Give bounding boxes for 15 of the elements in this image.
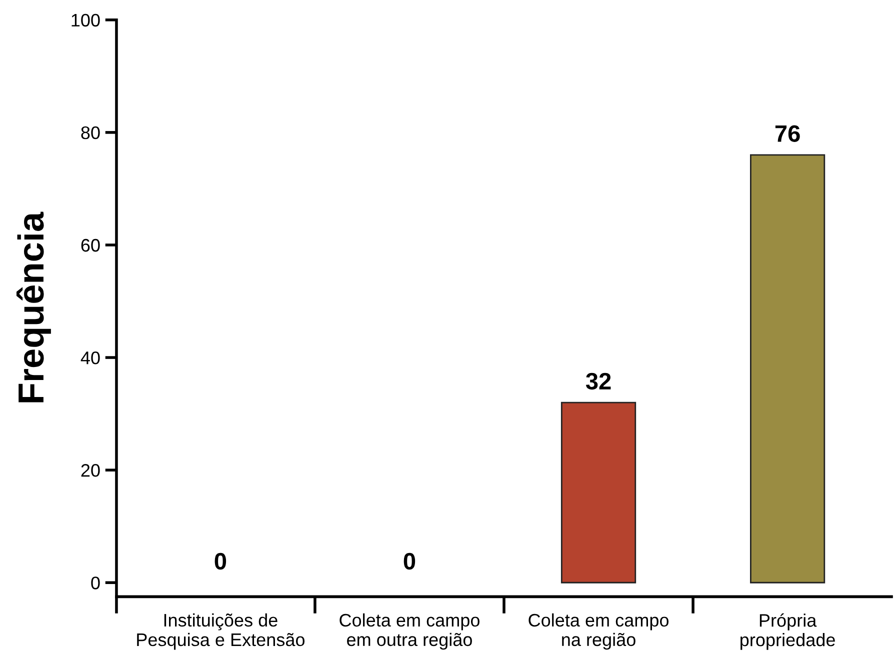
y-tick-label: 60	[81, 238, 100, 252]
y-tick-label: 20	[81, 464, 100, 477]
y-tick-label: 80	[81, 126, 100, 140]
x-tick-label: Coleta em campo em outra região	[340, 613, 480, 650]
data-label: 32	[586, 372, 611, 390]
x-tick-label: Coleta em campo na região	[528, 613, 669, 650]
data-label: 0	[214, 552, 226, 570]
y-tick-label: 0	[91, 576, 100, 590]
y-tick-label: 100	[72, 14, 100, 27]
data-label: 76	[775, 125, 800, 142]
y-tick-label: 40	[80, 351, 100, 364]
data-label: 0	[404, 552, 416, 570]
x-tick-label: Própria propriedade	[740, 613, 835, 650]
x-tick-label: Instituições de Pesquisa e Extensão	[137, 613, 305, 650]
y-axis-title: Frequência	[16, 212, 51, 402]
